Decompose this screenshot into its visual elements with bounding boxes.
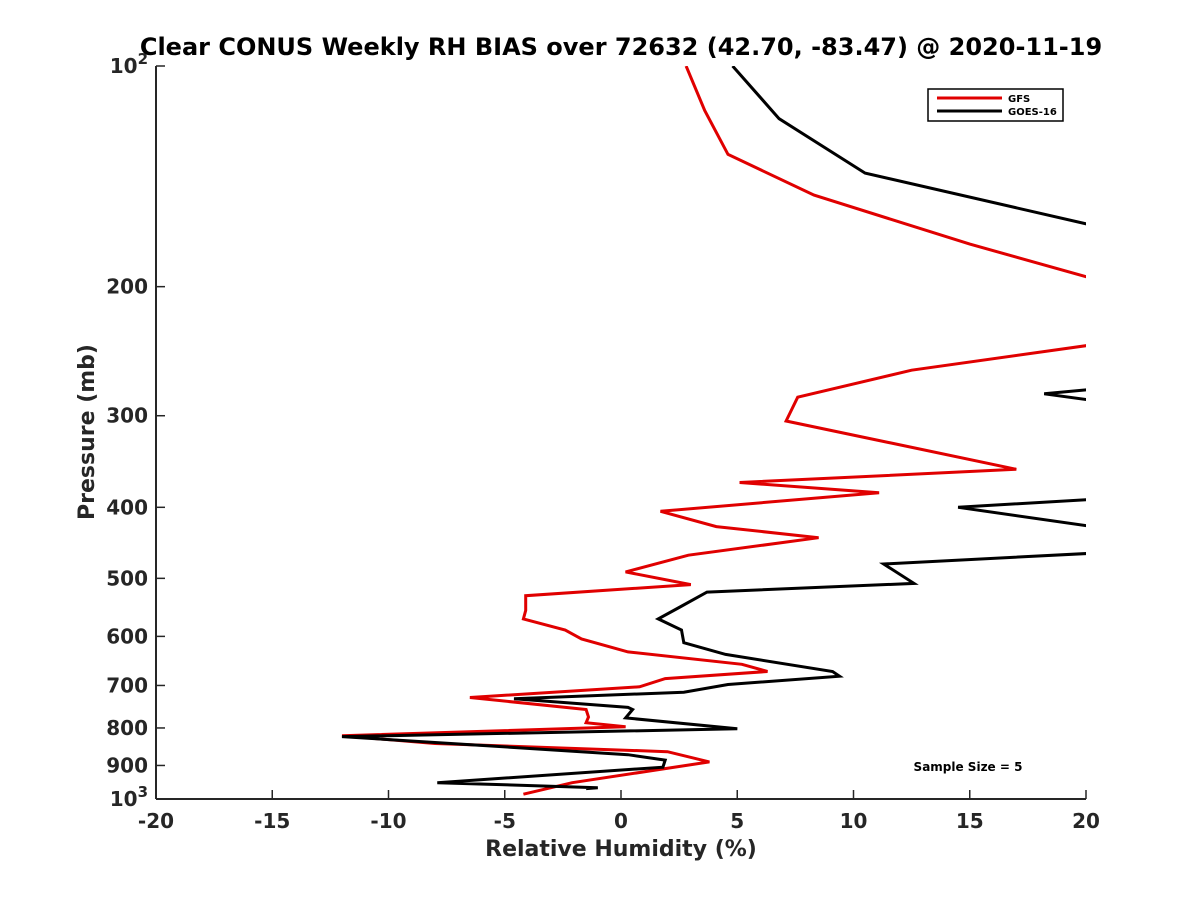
x-tick-label: 20 [1072,809,1100,833]
x-tick-label: 10 [840,809,868,833]
y-tick-label: 800 [106,716,148,740]
y-tick-label: 300 [106,404,148,428]
y-tick-label: 700 [106,673,148,697]
x-axis-label: Relative Humidity (%) [485,837,757,862]
sample-size-annotation: Sample Size = 5 [914,760,1023,774]
y-tick-label: 400 [106,495,148,519]
x-tick-label: 5 [730,809,744,833]
legend-label: GOES-16 [1008,107,1057,118]
y-tick-label: 103 [110,783,148,811]
y-tick-label: 102 [110,50,148,78]
y-ticks: 102 200 300 400 500 600 700 800 900 103 [106,50,165,811]
x-tick-label: -5 [494,809,516,833]
series-line-goes16 [341,66,1086,791]
y-tick-label: 900 [106,753,148,777]
x-tick-label: 0 [614,809,628,833]
x-tick-label: -15 [254,809,290,833]
y-tick-label: 200 [106,275,148,299]
y-tick-label: 500 [106,566,148,590]
y-tick-label: 600 [106,624,148,648]
legend: GFS GOES-16 [927,88,1064,122]
x-tick-label: 15 [956,809,984,833]
legend-label: GFS [1008,94,1030,105]
x-tick-label: -20 [138,809,174,833]
series-line-gfs [341,66,1086,796]
x-ticks: -20 -15 -10 -5 0 5 10 15 20 [138,790,1100,833]
series-layer [341,66,1086,796]
legend-box [927,88,1064,122]
y-axis-label: Pressure (mb) [75,344,100,520]
x-tick-label: -10 [370,809,406,833]
chart-title: Clear CONUS Weekly RH BIAS over 72632 (4… [140,33,1102,61]
